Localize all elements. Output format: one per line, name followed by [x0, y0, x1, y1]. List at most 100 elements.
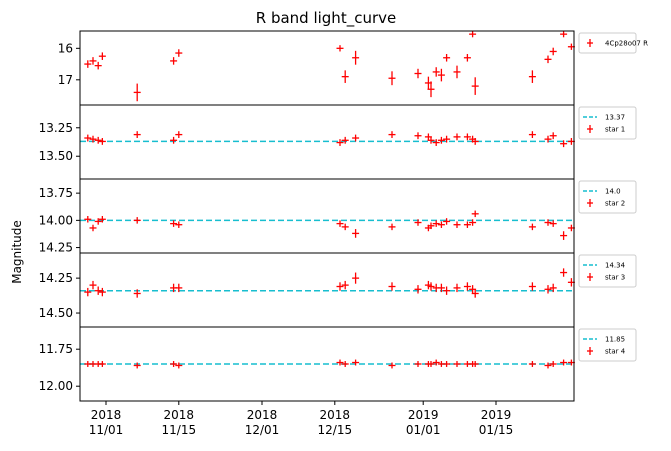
- legend-box: [578, 180, 637, 214]
- data-point: [414, 219, 422, 226]
- data-point: [414, 361, 422, 367]
- data-point: [341, 223, 349, 231]
- data-point: [469, 31, 477, 38]
- y-axis-label: Magnitude: [10, 220, 24, 284]
- panel-frame: [79, 326, 575, 402]
- data-point: [352, 134, 360, 142]
- data-point: [453, 361, 461, 367]
- data-point: [175, 131, 183, 139]
- data-point: [388, 282, 396, 291]
- data-point: [133, 217, 141, 224]
- data-point: [443, 361, 451, 367]
- y-tick-label: 13.25: [39, 121, 73, 135]
- data-point: [336, 139, 344, 146]
- data-point: [432, 139, 440, 146]
- data-point: [341, 136, 349, 144]
- data-point: [89, 57, 97, 65]
- data-point: [89, 224, 97, 232]
- x-axis: 201811/01201811/15201812/01201812/152019…: [89, 401, 514, 437]
- data-point: [98, 287, 106, 297]
- data-point: [341, 280, 349, 290]
- data-point: [133, 131, 141, 139]
- data-point: [427, 361, 435, 367]
- legend: 11.85 star 4: [578, 328, 637, 362]
- data-point: [427, 222, 435, 230]
- data-point: [453, 221, 461, 228]
- data-point: [170, 57, 178, 65]
- x-tick-label-year: 2019: [408, 408, 439, 422]
- x-tick-label-date: 11/15: [162, 423, 197, 437]
- data-point: [352, 229, 360, 238]
- legend-box: [578, 254, 637, 288]
- panel-frame: [79, 178, 575, 254]
- data-point: [89, 135, 97, 143]
- data-point: [98, 52, 106, 60]
- data-point: [549, 361, 557, 367]
- legend: 13.37 star 1: [578, 106, 637, 140]
- y-tick-label: 12.00: [39, 379, 73, 393]
- data-point: [170, 220, 178, 227]
- panel-frame: [79, 30, 575, 106]
- data-point: [453, 283, 461, 293]
- legend: 4Cp28o07 R: [578, 32, 648, 54]
- x-tick-label-year: 2018: [247, 408, 278, 422]
- y-tick-label: 11.75: [39, 342, 73, 356]
- data-point: [549, 47, 557, 56]
- legend-box: [578, 32, 637, 54]
- data-point: [437, 136, 445, 144]
- data-point: [463, 221, 471, 228]
- chart-title: R band light_curve: [256, 9, 396, 28]
- data-point: [94, 136, 102, 144]
- data-point: [98, 216, 106, 223]
- data-point: [84, 216, 92, 223]
- y-tick-label: 13.50: [39, 149, 73, 163]
- panels: 16 17 4Cp28o07 R 13.25 13.50 13.37 star 1 13.75…: [39, 30, 648, 402]
- x-tick-label-date: 01/15: [479, 423, 514, 437]
- data-point: [432, 220, 440, 227]
- data-point: [437, 68, 445, 82]
- data-point: [528, 282, 536, 291]
- data-point: [443, 286, 451, 295]
- data-point: [471, 77, 479, 95]
- legend: 14.34 star 3: [578, 254, 637, 288]
- x-tick-label-date: 01/01: [406, 423, 441, 437]
- data-point: [544, 362, 552, 369]
- panel-4cp28o07-r: 16 17 4Cp28o07 R: [58, 30, 648, 106]
- data-point: [388, 362, 396, 369]
- data-point: [352, 50, 360, 65]
- legend-reference-label: 11.85: [605, 336, 625, 344]
- legend-series-label: star 3: [605, 274, 625, 282]
- data-point: [437, 283, 445, 293]
- data-point: [84, 287, 92, 297]
- y-tick-label: 16: [58, 41, 73, 55]
- y-tick-label: 14.25: [39, 271, 73, 285]
- legend-series-label: star 2: [605, 200, 625, 208]
- data-point: [544, 285, 552, 294]
- data-point: [175, 49, 183, 57]
- data-point: [560, 31, 568, 38]
- x-tick-label-year: 2018: [91, 408, 122, 422]
- panel-star-2: 13.75 14.00 14.25 14.0 star 2: [39, 178, 637, 255]
- data-point: [544, 135, 552, 143]
- data-point: [443, 53, 451, 62]
- data-point: [336, 45, 344, 52]
- data-point: [544, 55, 552, 64]
- y-tick-label: 13.75: [39, 186, 73, 200]
- data-point: [84, 134, 92, 142]
- data-point: [84, 60, 92, 68]
- x-tick-label-year: 2018: [164, 408, 195, 422]
- data-point: [549, 283, 557, 293]
- data-point: [432, 359, 440, 366]
- data-point: [453, 133, 461, 141]
- legend-reference-label: 14.0: [605, 188, 621, 196]
- data-point: [414, 68, 422, 79]
- data-point: [463, 53, 471, 62]
- data-point: [560, 359, 568, 366]
- y-tick-label: 14.00: [39, 213, 73, 227]
- data-point: [528, 131, 536, 139]
- data-point: [170, 136, 178, 144]
- data-point: [414, 285, 422, 294]
- data-point: [528, 223, 536, 231]
- data-point: [453, 65, 461, 79]
